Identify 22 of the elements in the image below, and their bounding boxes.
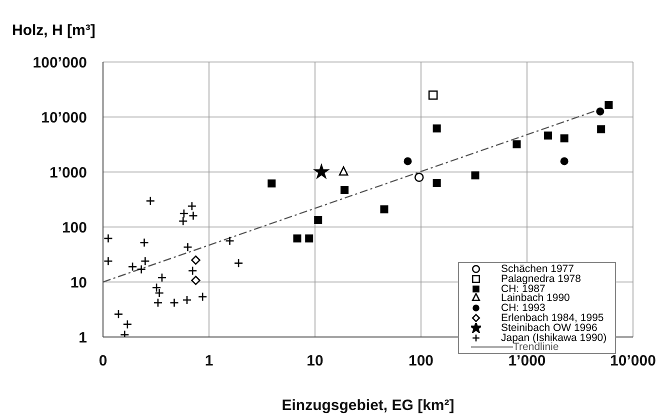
y-tick-label: 100’000 [32,54,87,72]
legend-label: CH: 1993 [501,302,546,314]
legend-label: Schächen 1977 [501,262,574,275]
x-tick-label: 10 [306,352,324,370]
x-tick-label: 1’000 [508,352,546,370]
y-tick-label: 1 [78,329,87,346]
x-tick-label: 10’000 [610,352,656,370]
x-tick-label: 0 [98,352,108,370]
y-axis-title: Holz, H [m³] [12,22,96,39]
legend-label: Erlenbach 1984, 1995 [501,312,604,324]
legend-label: Lainbach 1990 [501,292,570,304]
x-tick-label: 100 [408,352,434,370]
x-tick-label: 1 [204,352,214,370]
y-tick-label: 10’000 [41,109,87,126]
legend-label: Palagnedra 1978 [501,272,581,285]
y-tick-label: 10 [70,274,87,292]
y-tick-label: 1’000 [49,164,87,182]
legend-label: Japan (Ishikawa 1990) [501,331,607,344]
legend-label: Steinibach OW 1996 [501,322,598,334]
x-axis-title: Einzugsgebiet, EG [km²] [282,397,454,414]
legend-label: Trendlinie [513,341,559,354]
y-tick-label: 100 [62,219,87,236]
